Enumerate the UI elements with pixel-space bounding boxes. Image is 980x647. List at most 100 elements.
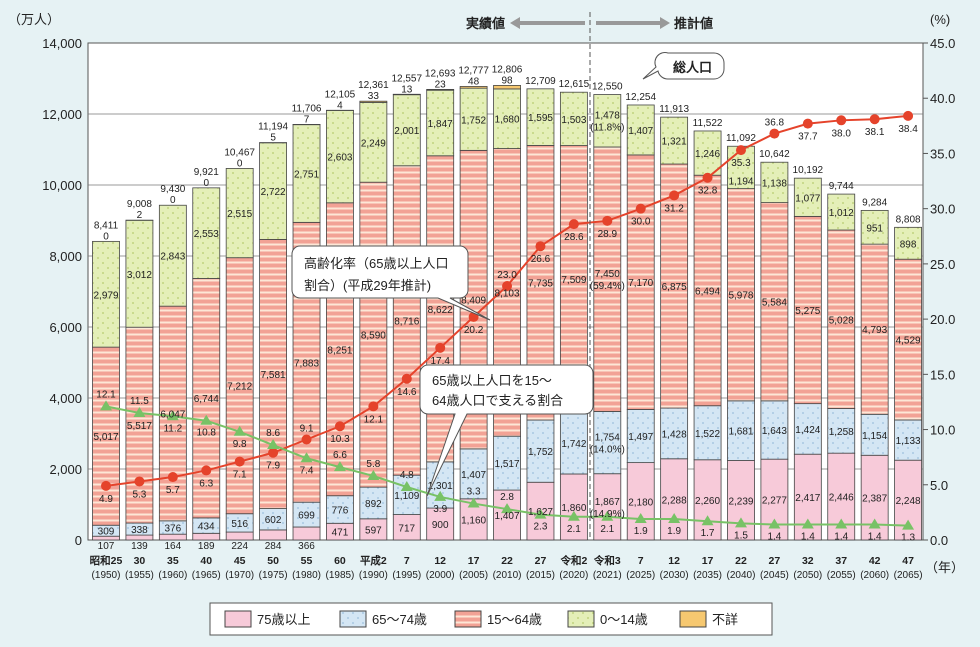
- aging-rate-marker: [201, 465, 211, 475]
- x-tick-year: (1980): [292, 570, 321, 581]
- left-tick-label: 8,000: [49, 249, 82, 264]
- segment-value-label: 2,515: [227, 209, 252, 220]
- total-value-label: 9,430: [160, 184, 185, 195]
- aging-rate-label: 4.9: [99, 494, 113, 505]
- support-ratio-label: 9.8: [233, 439, 247, 450]
- right-tick-label: 45.0: [930, 36, 955, 51]
- aging-rate-label: 23.0: [497, 270, 517, 281]
- x-tick-label: 35: [167, 555, 179, 567]
- total-value-label: 12,361: [358, 80, 389, 91]
- unknown-value-label: 0: [103, 231, 109, 242]
- segment-value-label: 892: [365, 499, 382, 510]
- support-ratio-label: 1.5: [734, 530, 748, 541]
- x-tick-label: 37: [835, 555, 847, 567]
- bar-segment-75-plus: [226, 532, 253, 540]
- segment-value-label: 1,517: [495, 459, 520, 470]
- aging-rate-label: 5.7: [166, 485, 180, 496]
- aging-rate-marker: [402, 374, 412, 384]
- segment-value-label: 7,170: [628, 278, 653, 289]
- segment-value-label: 1,522: [695, 429, 720, 440]
- x-tick-label: 45: [234, 555, 246, 567]
- segment-value-label: 7,212: [227, 382, 252, 393]
- aging-rate-marker: [168, 472, 178, 482]
- aging-rate-label: 37.7: [798, 132, 818, 143]
- legend-label: 65〜74歳: [372, 612, 427, 627]
- aging-rate-marker: [101, 481, 111, 491]
- legend-swatch: [340, 611, 366, 627]
- aging-rate-marker: [769, 129, 779, 139]
- left-tick-label: 14,000: [42, 36, 82, 51]
- support-ratio-label: 1.7: [701, 528, 715, 539]
- segment-value-label: 2,417: [795, 493, 820, 504]
- aging-rate-marker: [602, 216, 612, 226]
- share-annotation: (59.4%): [590, 281, 625, 292]
- bar-segment-75-plus: [260, 530, 287, 540]
- total-value-label: 12,550: [592, 82, 623, 93]
- x-tick-label: 22: [501, 555, 513, 567]
- aging-rate-label: 6.3: [199, 478, 213, 489]
- support-ratio-label: 3.3: [467, 487, 481, 498]
- x-tick-label: 27: [535, 555, 547, 567]
- right-tick-label: 15.0: [930, 367, 955, 382]
- x-axis-unit: （年）: [925, 560, 964, 575]
- segment-value-label: 2,180: [628, 497, 653, 508]
- segment-value-label: 1,321: [662, 137, 687, 148]
- aging-rate-marker: [836, 115, 846, 125]
- segment-value-label: 1,407: [495, 511, 520, 522]
- segment-value-label: 2,722: [261, 187, 286, 198]
- support-ratio-label: 11.5: [130, 396, 149, 407]
- total-value-label: 11,522: [693, 118, 723, 129]
- right-tick-label: 30.0: [930, 202, 955, 217]
- segment-value-label: 2,260: [695, 496, 720, 507]
- support-ratio-label: 2.3: [534, 522, 548, 533]
- x-tick-label: 27: [769, 555, 781, 567]
- segment-value-label: 1,407: [628, 126, 653, 137]
- aging-rate-label: 32.8: [698, 186, 718, 197]
- x-tick-label: 昭和25: [90, 554, 123, 567]
- x-tick-label: 17: [468, 555, 480, 567]
- segment-value-label: 1,246: [695, 149, 720, 160]
- x-tick-label: 50: [267, 555, 279, 567]
- segment-value-label: 434: [198, 522, 215, 533]
- unknown-value-label: 7: [304, 114, 310, 125]
- aging-rate-callout-text: 割合）(平成29年推計): [304, 278, 431, 293]
- support-ratio-label: 1.4: [801, 532, 815, 543]
- aging-rate-marker: [870, 114, 880, 124]
- aging-rate-marker: [636, 204, 646, 214]
- segment-value-label: 366: [298, 541, 315, 552]
- segment-value-label: 1,424: [795, 425, 820, 436]
- aging-rate-label: 10.3: [330, 434, 350, 445]
- legend-swatch: [680, 611, 706, 627]
- estimate-label: 推計値: [674, 16, 713, 31]
- aging-rate-label: 38.0: [832, 128, 852, 139]
- left-axis-unit: （万人）: [8, 12, 60, 27]
- segment-value-label: 376: [164, 524, 181, 535]
- x-tick-label: 30: [134, 555, 146, 567]
- segment-value-label: 338: [131, 525, 148, 536]
- segment-value-label: 2,239: [728, 496, 753, 507]
- unknown-value-label: 2: [137, 210, 143, 221]
- right-arrow-icon: [596, 17, 670, 29]
- x-tick-year: (1995): [392, 570, 421, 581]
- x-tick-label: 32: [802, 555, 814, 567]
- aging-rate-marker: [368, 401, 378, 411]
- segment-value-label: 1,154: [862, 431, 887, 442]
- legend-swatch: [568, 611, 594, 627]
- aging-rate-marker: [669, 190, 679, 200]
- segment-value-label: 2,277: [762, 496, 787, 507]
- share-annotation: (11.8%): [590, 123, 624, 134]
- segment-value-label: 1,012: [829, 208, 854, 219]
- segment-value-label: 1,160: [461, 515, 486, 526]
- segment-value-label: 2,001: [394, 126, 419, 137]
- right-tick-label: 25.0: [930, 257, 955, 272]
- support-ratio-label: 7.4: [300, 465, 314, 476]
- unknown-value-label: 5: [270, 133, 276, 144]
- right-axis-unit: (%): [930, 12, 950, 27]
- x-tick-label: 17: [702, 555, 714, 567]
- segment-value-label: 5,584: [762, 298, 787, 309]
- segment-value-label: 597: [365, 525, 382, 536]
- unknown-value-label: 0: [203, 178, 209, 189]
- aging-rate-label: 5.3: [132, 489, 146, 500]
- x-tick-label: 40: [200, 555, 212, 567]
- total-value-label: 10,192: [793, 165, 824, 176]
